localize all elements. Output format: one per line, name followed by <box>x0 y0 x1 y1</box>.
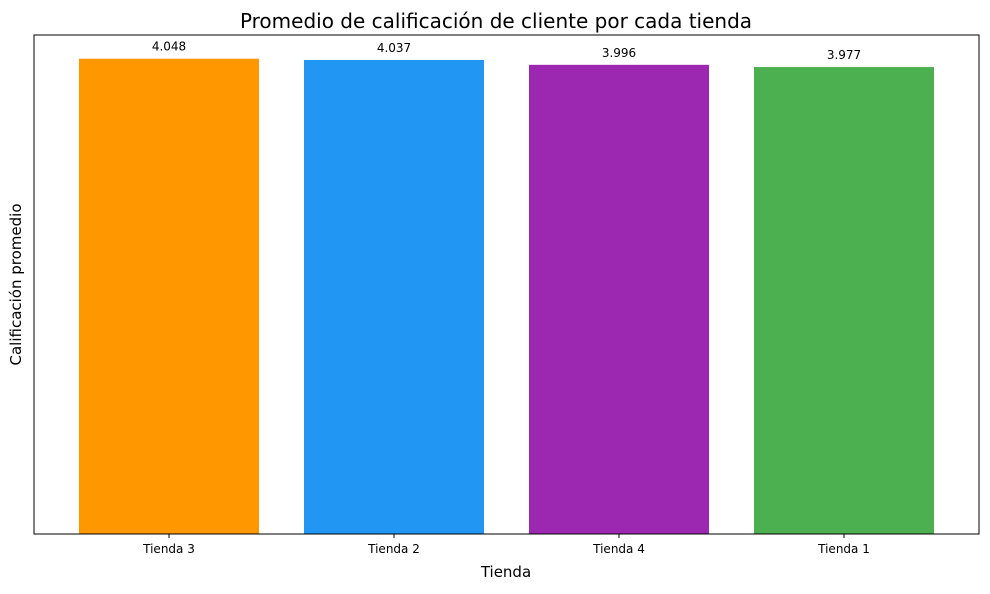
bar-tienda-4 <box>529 64 709 534</box>
y-axis-label: Calificación promedio <box>7 204 25 366</box>
x-axis-label: Tienda <box>480 563 531 581</box>
bars-layer <box>79 58 934 535</box>
value-labels-layer: 4.048 4.037 3.996 3.977 <box>152 40 861 62</box>
x-tick-label: Tienda 3 <box>142 542 195 556</box>
x-tick-label: Tienda 1 <box>817 542 870 556</box>
bar-tienda-3 <box>79 58 259 534</box>
value-label: 4.037 <box>377 41 411 55</box>
x-tick-label: Tienda 2 <box>367 542 420 556</box>
bar-tienda-2 <box>304 60 484 534</box>
x-ticks-layer: Tienda 3 Tienda 2 Tienda 4 Tienda 1 <box>142 534 870 556</box>
plot-frame <box>33 34 980 535</box>
value-label: 3.996 <box>602 46 636 60</box>
chart-title: Promedio de calificación de cliente por … <box>240 9 752 33</box>
bar-tienda-1 <box>754 67 934 535</box>
value-label: 4.048 <box>152 40 186 54</box>
x-tick-label: Tienda 4 <box>592 542 645 556</box>
value-label: 3.977 <box>827 48 861 62</box>
